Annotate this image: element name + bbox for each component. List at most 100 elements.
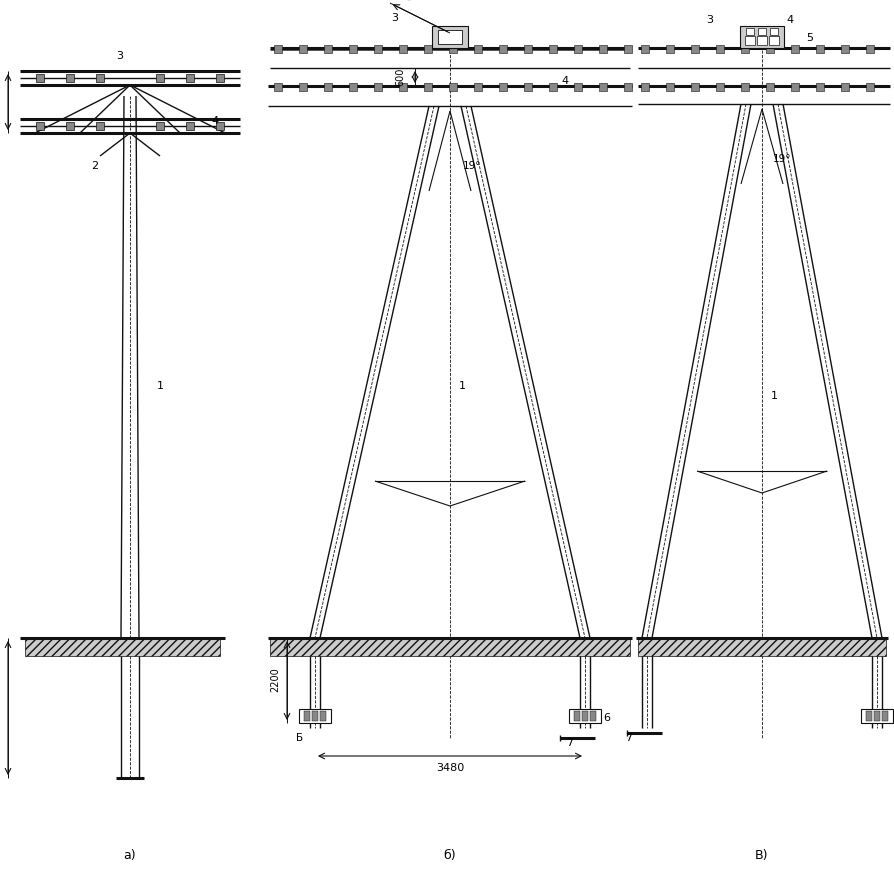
Text: 4: 4	[561, 76, 568, 86]
Bar	[66, 122, 74, 130]
Bar	[474, 83, 482, 91]
Bar	[437, 30, 461, 44]
Text: 3: 3	[705, 15, 713, 25]
Bar	[573, 83, 581, 91]
Text: 1: 1	[458, 381, 465, 391]
Bar	[790, 45, 798, 53]
Bar	[474, 45, 482, 53]
Bar	[274, 83, 282, 91]
Text: B): B)	[755, 850, 768, 862]
Bar	[324, 83, 332, 91]
Bar	[270, 638, 629, 656]
Bar	[299, 709, 331, 723]
Bar	[640, 45, 648, 53]
Bar	[320, 711, 325, 721]
Bar	[523, 83, 531, 91]
Bar	[399, 83, 407, 91]
Text: 4: 4	[211, 116, 218, 126]
Bar	[374, 45, 382, 53]
Bar	[637, 638, 885, 656]
Bar	[66, 74, 74, 82]
Bar	[523, 45, 531, 53]
Bar	[499, 83, 506, 91]
Bar	[715, 45, 723, 53]
Bar	[312, 711, 317, 721]
Bar	[304, 711, 309, 721]
Bar	[349, 83, 357, 91]
Text: 6: 6	[603, 713, 610, 723]
Text: 600: 600	[394, 68, 405, 86]
Text: 7: 7	[625, 733, 632, 743]
Text: 3: 3	[116, 51, 123, 61]
Bar	[865, 83, 873, 91]
Bar	[186, 74, 194, 82]
Bar	[881, 711, 887, 721]
Bar	[865, 45, 873, 53]
Text: б): б)	[443, 850, 456, 862]
Bar	[589, 711, 595, 721]
Bar	[756, 36, 766, 45]
Bar	[740, 83, 748, 91]
Bar	[432, 26, 468, 48]
Bar	[790, 83, 798, 91]
Bar	[840, 83, 848, 91]
Bar	[499, 45, 506, 53]
Bar	[573, 711, 579, 721]
Bar	[860, 709, 892, 723]
Bar	[324, 45, 332, 53]
Bar	[768, 36, 778, 45]
Text: 3: 3	[391, 13, 398, 23]
Text: 280: 280	[395, 0, 414, 4]
Bar	[569, 709, 601, 723]
Bar	[156, 74, 164, 82]
Bar	[548, 83, 556, 91]
Bar	[740, 45, 748, 53]
Bar	[757, 28, 765, 35]
Bar	[299, 83, 307, 91]
Bar	[840, 45, 848, 53]
Bar	[598, 45, 606, 53]
Bar	[769, 28, 777, 35]
Text: 7: 7	[566, 738, 573, 748]
Bar	[424, 83, 432, 91]
Bar	[186, 122, 194, 130]
Bar	[299, 45, 307, 53]
Text: 1: 1	[156, 381, 164, 391]
Bar	[36, 122, 44, 130]
Bar	[424, 45, 432, 53]
Text: 5: 5	[805, 33, 813, 43]
Bar	[665, 83, 673, 91]
Bar	[374, 83, 382, 91]
Bar	[598, 83, 606, 91]
Bar	[690, 83, 698, 91]
Bar	[873, 711, 879, 721]
Bar	[640, 83, 648, 91]
Bar	[865, 711, 871, 721]
Text: 19°: 19°	[462, 161, 481, 171]
Text: a): a)	[123, 850, 136, 862]
Bar	[623, 45, 631, 53]
Bar	[739, 26, 783, 48]
Bar	[715, 83, 723, 91]
Bar	[765, 83, 773, 91]
Text: 4: 4	[786, 15, 793, 25]
Text: 19°: 19°	[772, 154, 790, 164]
Bar	[36, 74, 44, 82]
Bar	[349, 45, 357, 53]
Bar	[765, 45, 773, 53]
Bar	[215, 74, 224, 82]
Bar	[744, 36, 755, 45]
Bar	[623, 83, 631, 91]
Bar	[665, 45, 673, 53]
Bar	[690, 45, 698, 53]
Bar	[215, 122, 224, 130]
Text: 2200: 2200	[270, 668, 280, 692]
Bar	[573, 45, 581, 53]
Bar	[274, 45, 282, 53]
Bar	[548, 45, 556, 53]
Text: 2: 2	[91, 161, 98, 171]
Bar	[96, 122, 104, 130]
Bar	[449, 45, 457, 53]
Text: 1: 1	[770, 391, 777, 401]
Bar	[746, 28, 753, 35]
